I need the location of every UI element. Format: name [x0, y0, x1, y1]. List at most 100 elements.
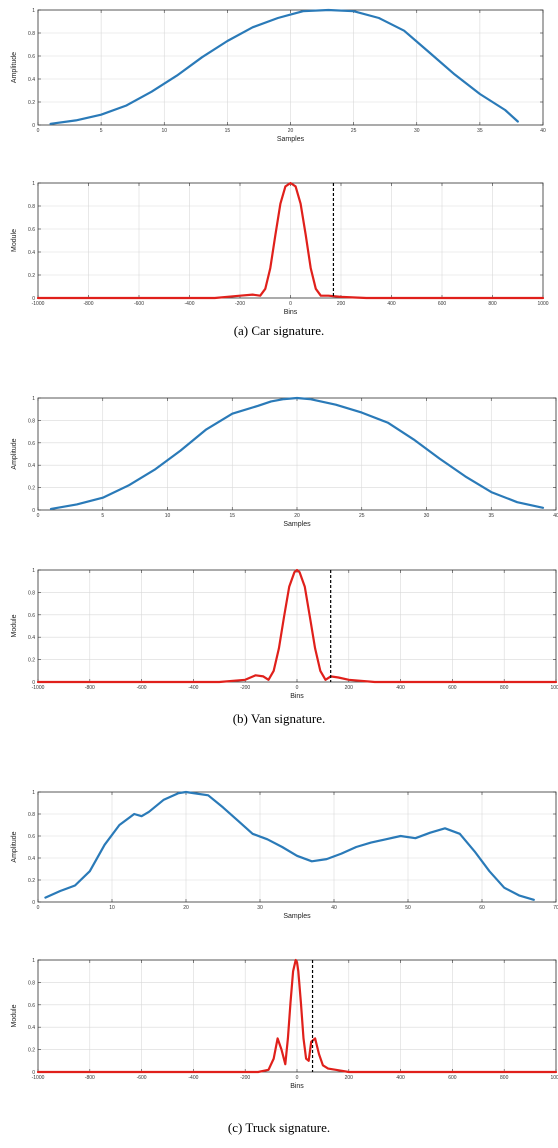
y-tick-label: 1: [32, 790, 35, 796]
y-tick-label: 0.4: [28, 77, 35, 83]
x-tick-label: 10: [165, 513, 171, 519]
x-tick-label: 35: [477, 128, 483, 134]
caption-car: (a) Car signature.: [233, 323, 325, 338]
x-tick-label: 1000: [550, 685, 558, 691]
y-tick-label: 0: [32, 680, 35, 686]
y-tick-label: 0.6: [28, 834, 35, 840]
x-tick-label: 20: [288, 128, 294, 134]
x-tick-label: -600: [134, 301, 144, 307]
x-axis-title: Bins: [290, 1083, 304, 1090]
x-tick-label: -600: [137, 1075, 147, 1081]
x-tick-label: 30: [257, 905, 263, 911]
series-line: [36, 181, 545, 300]
y-tick-label: 1: [32, 181, 35, 187]
y-tick-label: 0.8: [28, 590, 35, 596]
y-tick-label: 1: [32, 958, 35, 964]
x-tick-label: -200: [240, 1075, 250, 1081]
y-tick-label: 1: [32, 8, 35, 14]
y-tick-label: 0: [32, 123, 35, 129]
x-tick-label: 0: [296, 685, 299, 691]
y-axis-title: Module: [11, 1004, 18, 1027]
x-tick-label: 35: [488, 513, 494, 519]
x-tick-label: 0: [296, 1075, 299, 1081]
y-axis-title: Amplitude: [11, 52, 18, 83]
x-axis-title: Samples: [277, 136, 305, 143]
y-tick-label: 0.2: [28, 486, 35, 492]
chart-van-time: 0 5 10 15 20 25 30 35 40 0 0.2 0.4 0.6 0.8 1 Samples Amp…: [11, 396, 558, 528]
y-tick-label: 0: [32, 900, 35, 906]
x-tick-label: -400: [188, 1075, 198, 1081]
x-tick-label: -600: [137, 685, 147, 691]
x-tick-label: 400: [396, 1075, 405, 1081]
x-tick-label: -1000: [32, 685, 45, 691]
x-tick-label: 5: [100, 128, 103, 134]
series-line: [49, 396, 545, 510]
y-tick-label: 0.4: [28, 250, 35, 256]
x-tick-label: 1000: [537, 301, 548, 307]
x-tick-label: 600: [448, 1075, 457, 1081]
x-tick-label: 50: [405, 905, 411, 911]
y-tick-label: 0.6: [28, 227, 35, 233]
x-tick-label: 30: [414, 128, 420, 134]
series-line: [44, 790, 535, 901]
y-tick-label: 0: [32, 508, 35, 514]
x-tick-label: 15: [229, 513, 235, 519]
y-tick-label: 0.8: [28, 31, 35, 37]
chart-truck-time: 0 10 20 30 40 50 60 70 0 0.2 0.4 0.6 0.8 1 Samples Ampl…: [11, 790, 558, 920]
y-tick-label: 0.2: [28, 273, 35, 279]
y-tick-label: 0.6: [28, 1003, 35, 1009]
plot-frame: [37, 791, 557, 903]
y-tick-label: 0.4: [28, 1025, 35, 1031]
y-tick-label: 0.8: [28, 418, 35, 424]
y-axis-title: Amplitude: [11, 438, 18, 469]
y-tick-label: 0.8: [28, 812, 35, 818]
x-tick-label: 60: [479, 905, 485, 911]
caption-truck: (c) Truck signature.: [227, 1120, 331, 1135]
chart-car-spectrum: -1000 -800 -600 -400 -200 0 200 400 600 800 1000 0 0…: [11, 181, 549, 316]
x-tick-label: 800: [500, 1075, 509, 1081]
y-axis-title: Module: [11, 614, 18, 637]
x-tick-label: 20: [183, 905, 189, 911]
x-tick-label: -1000: [32, 1075, 45, 1081]
series-line: [49, 8, 519, 125]
x-tick-label: -400: [184, 301, 194, 307]
x-tick-label: 0: [37, 905, 40, 911]
y-tick-label: 0.2: [28, 1048, 35, 1054]
y-tick-label: 0.4: [28, 463, 35, 469]
x-axis-title: Samples: [283, 521, 311, 528]
x-tick-label: 40: [331, 905, 337, 911]
x-tick-label: 600: [438, 301, 447, 307]
y-tick-label: 0.8: [28, 204, 35, 210]
y-tick-label: 0.6: [28, 441, 35, 447]
caption-van: (b) Van signature.: [232, 711, 326, 726]
x-axis-title: Samples: [283, 913, 311, 920]
x-axis-title: Bins: [290, 693, 304, 700]
x-tick-label: 200: [337, 301, 346, 307]
series-line: [36, 958, 558, 1074]
y-tick-label: 0.4: [28, 635, 35, 641]
x-tick-label: 400: [396, 685, 405, 691]
x-tick-label: 25: [351, 128, 357, 134]
series-line: [36, 568, 558, 684]
y-tick-label: 0: [32, 1070, 35, 1076]
x-tick-label: 1000: [550, 1075, 558, 1081]
x-tick-label: -800: [83, 301, 93, 307]
x-tick-label: 0: [37, 128, 40, 134]
x-tick-label: 0: [289, 301, 292, 307]
y-tick-label: 0.6: [28, 54, 35, 60]
y-tick-label: 0.2: [28, 878, 35, 884]
x-tick-label: 70: [553, 905, 558, 911]
x-tick-label: -400: [188, 685, 198, 691]
x-tick-label: 40: [540, 128, 546, 134]
x-tick-label: 600: [448, 685, 457, 691]
x-tick-label: 10: [109, 905, 115, 911]
x-axis-title: Bins: [284, 309, 298, 316]
x-tick-label: 5: [101, 513, 104, 519]
x-tick-label: 30: [424, 513, 430, 519]
x-tick-label: 200: [345, 685, 354, 691]
x-tick-label: -1000: [32, 301, 45, 307]
x-tick-label: -200: [235, 301, 245, 307]
y-tick-label: 0.4: [28, 856, 35, 862]
y-tick-label: 1: [32, 568, 35, 574]
